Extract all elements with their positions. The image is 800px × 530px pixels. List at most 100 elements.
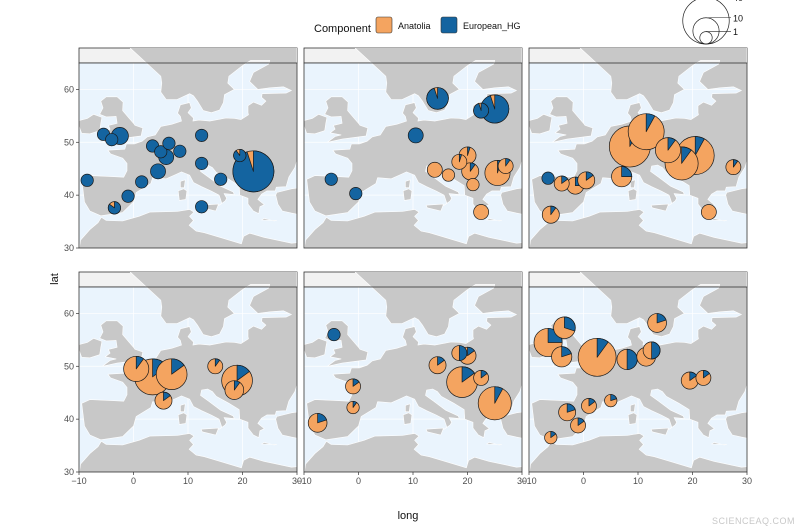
pie-slice-european-hg — [233, 380, 241, 391]
pie-marker — [426, 161, 443, 178]
pie-slice-european-hg — [550, 205, 557, 216]
x-tick-label: 0 — [581, 476, 586, 486]
pie-slice-european-hg — [564, 316, 576, 332]
pie-marker — [80, 173, 94, 187]
pie-marker — [655, 137, 681, 164]
land-shape — [711, 218, 728, 222]
land-shape — [79, 209, 297, 248]
pie-marker — [135, 175, 149, 189]
x-axis-title: long — [398, 510, 419, 522]
pie-marker — [426, 87, 449, 110]
y-tick-label: 40 — [64, 414, 74, 424]
land-shape — [500, 187, 522, 215]
pie-slice-european-hg — [467, 146, 471, 156]
pie-slice-european-hg — [214, 172, 228, 186]
pie-slice-european-hg — [577, 417, 585, 426]
land-shape — [725, 187, 747, 215]
pie-marker — [107, 201, 121, 215]
pie-slice-european-hg — [694, 136, 705, 156]
x-tick-label: 10 — [633, 476, 643, 486]
pie-slice-european-hg — [458, 153, 462, 163]
facet-panel: 6000–5500 BCE — [303, 47, 523, 249]
x-tick-label: 10 — [408, 476, 418, 486]
pie-slice-european-hg — [596, 337, 609, 358]
land-shape — [275, 187, 297, 215]
pie-slice-european-hg — [651, 341, 661, 360]
land-shape — [549, 96, 594, 143]
land-shape — [627, 188, 638, 201]
pie-marker — [627, 113, 665, 151]
map-area — [304, 272, 522, 472]
pie-marker — [349, 187, 363, 201]
panel-border — [303, 62, 523, 249]
pie-marker — [725, 159, 742, 176]
y-tick-label: 40 — [64, 190, 74, 200]
pie-marker — [611, 166, 633, 188]
pie-marker — [173, 144, 187, 158]
pie-slice-european-hg — [550, 431, 557, 438]
pie-marker — [195, 128, 209, 142]
pie-marker — [123, 355, 150, 382]
pie-marker — [307, 413, 328, 433]
pie-marker — [428, 356, 447, 375]
pie-slice-european-hg — [352, 400, 358, 408]
legend-label-anatolia: Anatolia — [398, 21, 431, 31]
land-shape — [529, 433, 747, 472]
pie-marker — [451, 345, 468, 361]
land-shape — [627, 412, 638, 425]
pie-slice-european-hg — [681, 146, 692, 164]
land-shape — [650, 203, 669, 212]
pie-slice-european-hg — [480, 94, 510, 124]
pie-marker — [541, 205, 560, 224]
land-shape — [486, 442, 503, 446]
pie-slice-european-hg — [473, 102, 489, 119]
pie-slice-european-hg — [80, 173, 94, 187]
pie-marker — [480, 94, 510, 124]
facet-panel: 5500–5000 BCE — [528, 47, 748, 249]
pie-marker — [407, 127, 424, 144]
land-shape — [486, 218, 503, 222]
pie-slice-european-hg — [407, 127, 424, 144]
x-tick-label: 0 — [356, 476, 361, 486]
pie-marker — [553, 316, 576, 339]
x-tick-label: 20 — [687, 476, 697, 486]
land-shape — [79, 338, 103, 359]
land-shape — [630, 403, 636, 412]
y-tick-label: 60 — [64, 308, 74, 318]
pie-slice-anatolia — [426, 161, 443, 178]
pie-marker — [570, 417, 586, 434]
pie-slice-european-hg — [645, 113, 656, 133]
y-tick-label: 60 — [64, 84, 74, 94]
legend-title: Component — [314, 23, 371, 35]
map-area — [79, 48, 297, 248]
pie-marker — [577, 337, 617, 377]
pie-marker — [551, 346, 573, 368]
land-shape — [261, 442, 278, 446]
land-shape — [79, 433, 297, 472]
size-legend: 40 10 1 — [682, 0, 743, 45]
x-tick-label: 30 — [517, 476, 527, 486]
pie-slice-european-hg — [171, 358, 185, 375]
x-tick-label: 10 — [183, 476, 193, 486]
pie-slice-european-hg — [121, 189, 135, 203]
pie-marker — [544, 431, 558, 445]
pie-marker — [224, 380, 245, 400]
land-shape — [177, 188, 188, 201]
pie-marker — [154, 145, 168, 159]
map-area — [304, 48, 522, 248]
pie-slice-european-hg — [469, 162, 476, 172]
land-shape — [79, 114, 103, 135]
pie-marker — [680, 371, 699, 390]
legend-swatch-european-hg — [440, 16, 458, 34]
x-tick-label: −10 — [71, 476, 86, 486]
land-shape — [261, 218, 278, 222]
x-tick-label: −10 — [296, 476, 311, 486]
pie-marker — [195, 200, 209, 214]
size-legend-circle — [699, 31, 713, 45]
land-shape — [402, 188, 413, 201]
land-shape — [425, 427, 444, 436]
land-shape — [650, 427, 669, 436]
size-legend-circle — [682, 0, 730, 45]
